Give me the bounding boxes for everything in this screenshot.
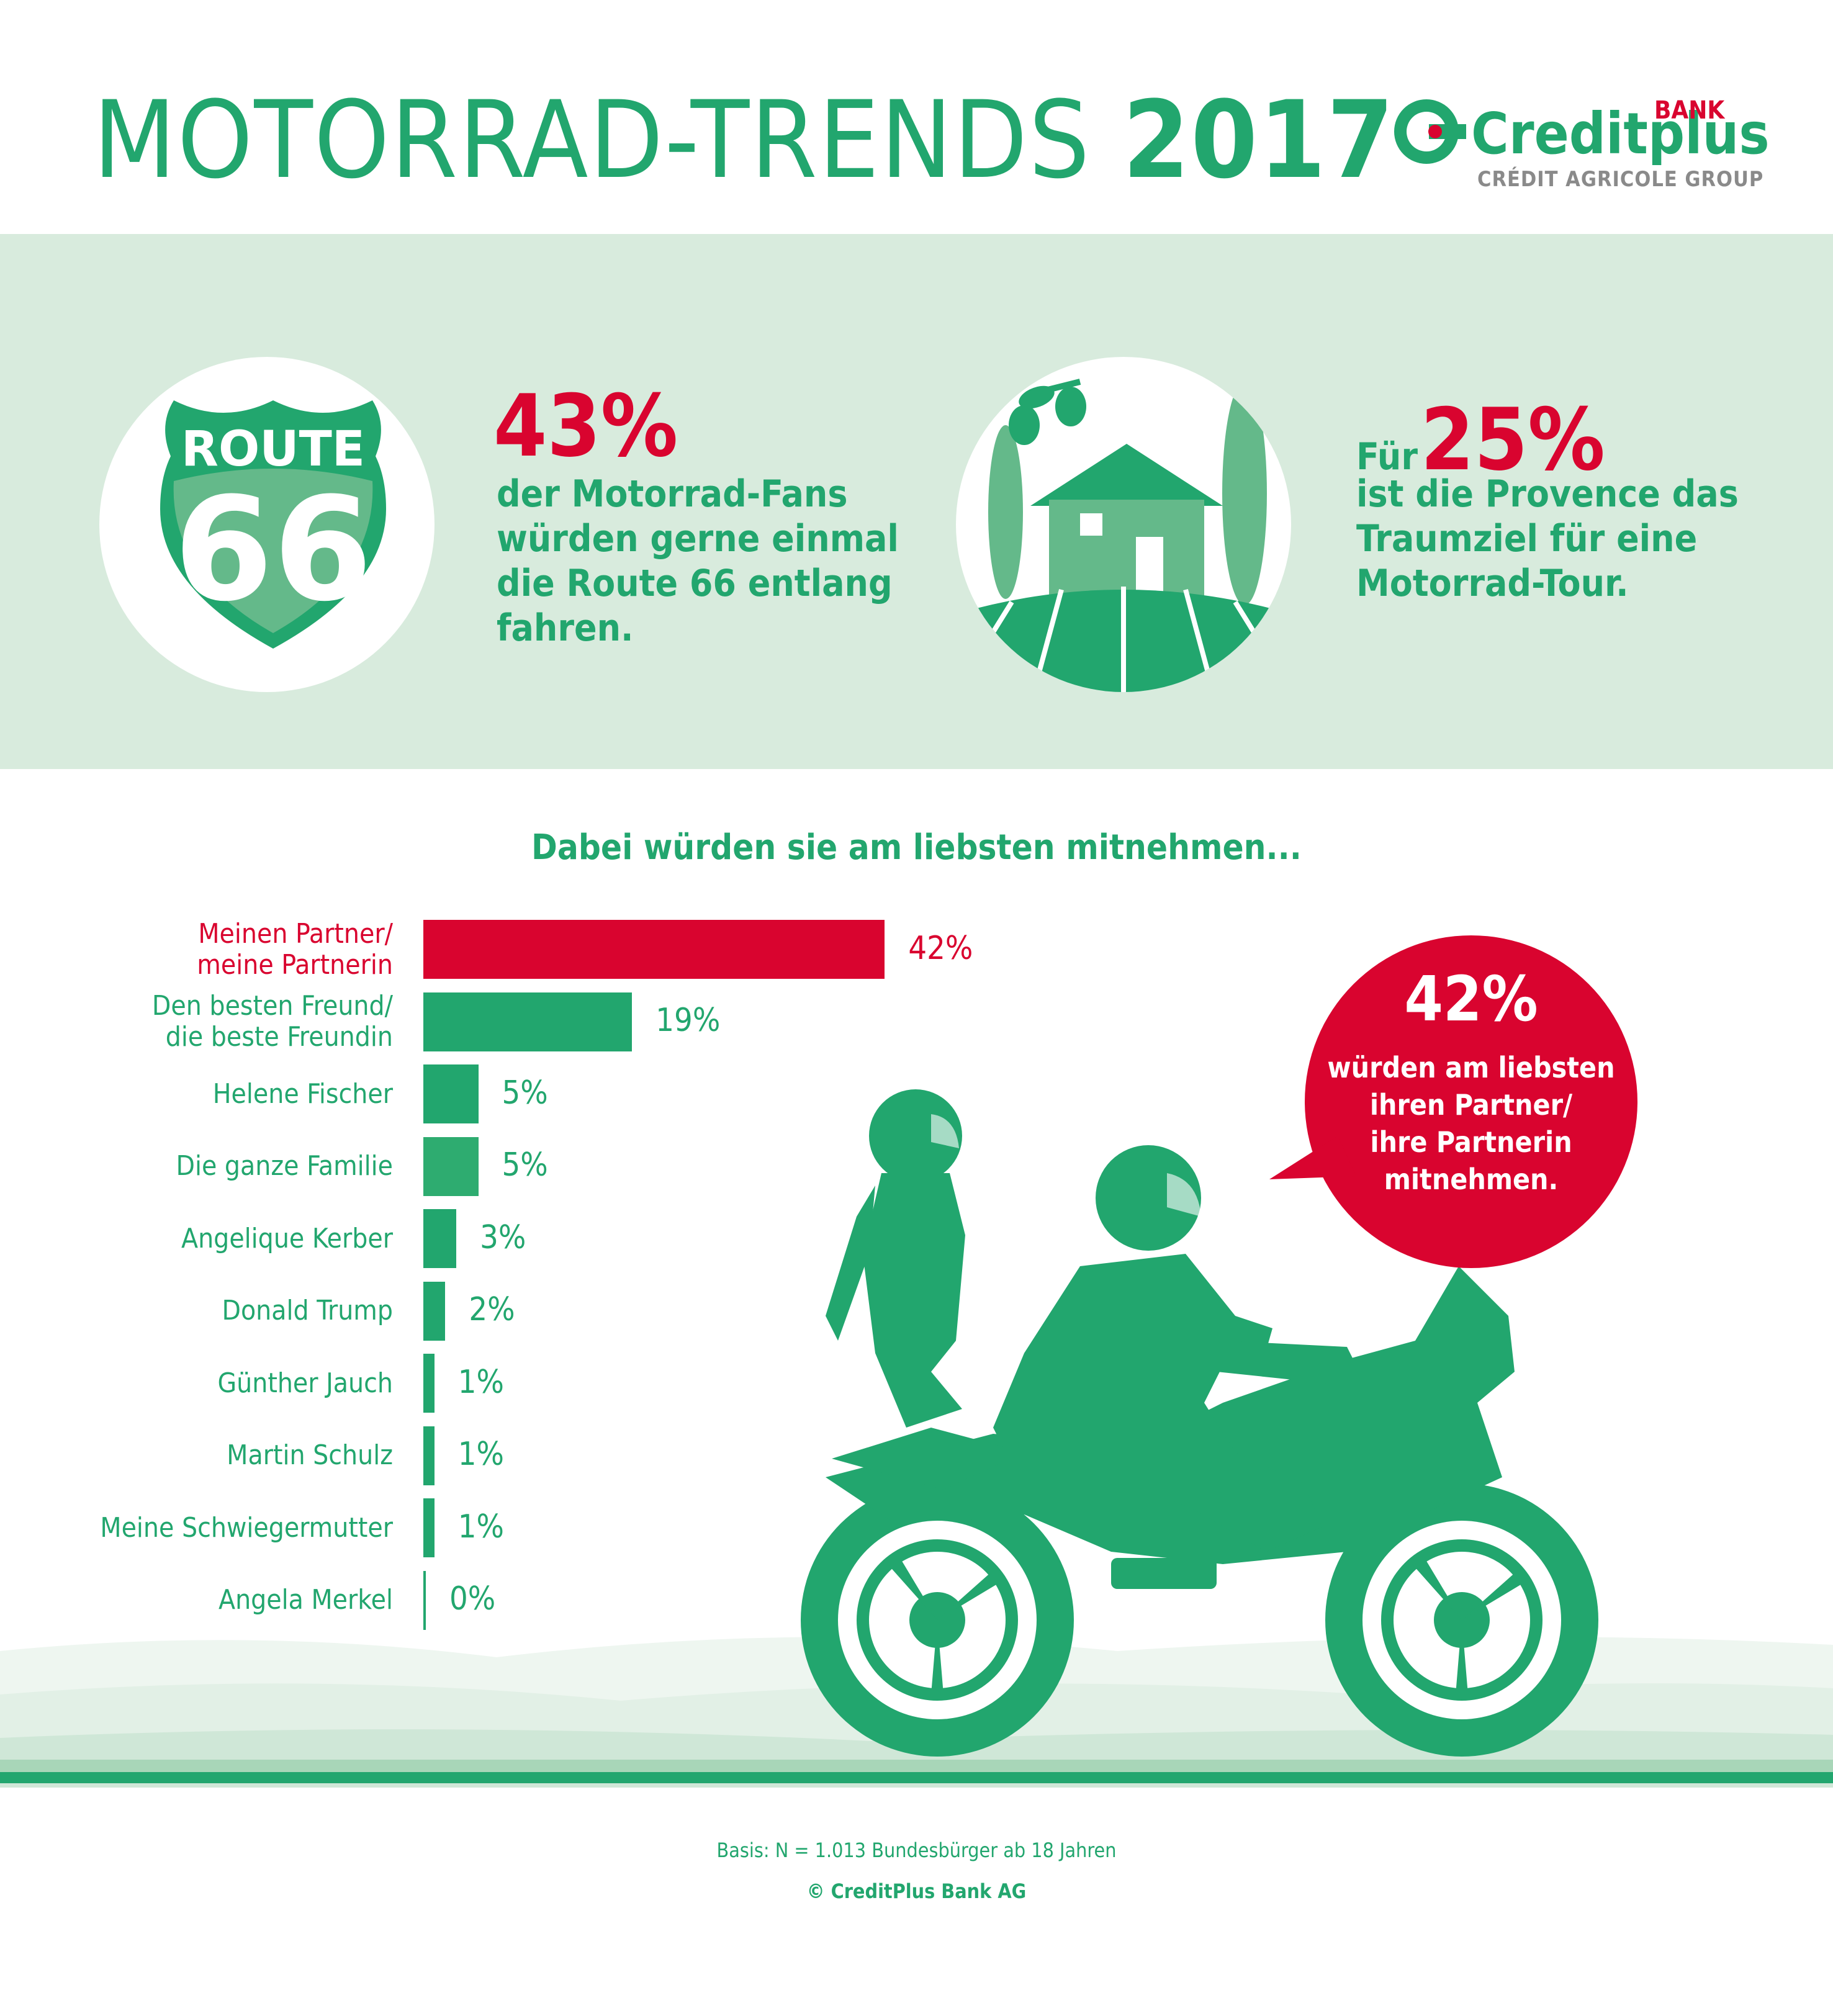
bubble-line: würden am liebsten	[1327, 1051, 1615, 1084]
category-label: Den besten Freund/die beste Freundin	[152, 991, 393, 1053]
bar	[423, 1498, 435, 1557]
logo-bank: BANK	[1654, 96, 1725, 125]
stat2-line: Traumziel für eine	[1356, 517, 1698, 560]
category-label: Die ganze Familie	[176, 1151, 393, 1182]
page-title: MOTORRAD-TRENDS 2017	[93, 87, 1395, 194]
stat1-text: der Motorrad-Fans würden gerne einmal di…	[497, 472, 899, 650]
shield-number: 66	[174, 467, 372, 633]
bar	[423, 1209, 457, 1268]
title-main: MOTORRAD-TRENDS	[93, 78, 1091, 202]
category-label-line: meine Partnerin	[197, 948, 393, 981]
value-label: 5%	[502, 1146, 548, 1184]
value-label: 0%	[449, 1580, 496, 1618]
category-label: Angela Merkel	[218, 1585, 393, 1616]
footnote-basis: Basis: N = 1.013 Bundesbürger ab 18 Jahr…	[716, 1838, 1117, 1862]
bubble-line: ihre Partnerin	[1370, 1125, 1572, 1159]
creditplus-logo-icon	[1394, 99, 1466, 164]
route-66-shield-icon: ROUTE 66	[160, 400, 386, 649]
logo-name: Creditplus	[1471, 101, 1770, 167]
stat1-line: die Route 66 entlang	[497, 562, 893, 605]
stat1-line: fahren.	[497, 606, 634, 650]
bubble-line: mitnehmen.	[1384, 1163, 1559, 1196]
bar	[423, 1281, 446, 1341]
bubble-text: 42% würden am liebsten ihren Partner/ ih…	[1307, 968, 1636, 1198]
value-label: 1%	[457, 1508, 504, 1546]
bar	[423, 1064, 479, 1123]
category-label: Meinen Partner/meine Partnerin	[197, 917, 393, 981]
category-label: Angelique Kerber	[181, 1223, 393, 1254]
category-label: Donald Trump	[222, 1295, 393, 1326]
bar	[423, 1426, 435, 1485]
category-label-line: Meinen Partner/	[198, 917, 393, 950]
bubble-line: ihren Partner/	[1369, 1088, 1573, 1122]
provence-house-icon	[956, 357, 1291, 692]
value-label: 1%	[457, 1363, 504, 1401]
category-label-line: Angela Merkel	[218, 1584, 393, 1616]
category-label: Helene Fischer	[212, 1078, 393, 1110]
stat2-value: 25%	[1420, 390, 1605, 490]
stat2-line: Motorrad-Tour.	[1356, 562, 1629, 605]
stat2-prefix: Für	[1356, 435, 1418, 479]
value-label: 3%	[480, 1218, 526, 1256]
category-label-line: die beste Freundin	[165, 1021, 393, 1053]
stat2-line: ist die Provence das	[1356, 472, 1739, 516]
bar	[423, 1570, 426, 1630]
stat2-text: ist die Provence das Traumziel für eine …	[1356, 472, 1739, 606]
category-label-line: Günther Jauch	[217, 1367, 393, 1399]
motorcycle-riders-icon	[801, 1089, 1598, 1757]
category-label-line: Meine Schwiegermutter	[100, 1511, 393, 1544]
bubble-value: 42%	[1404, 963, 1538, 1035]
speech-bubble	[1269, 935, 1637, 1268]
copyright: © CreditPlus Bank AG	[806, 1879, 1027, 1903]
category-label-line: Martin Schulz	[227, 1439, 393, 1471]
category-label: Martin Schulz	[227, 1440, 393, 1471]
category-label-line: Helene Fischer	[212, 1078, 393, 1110]
logo-group: CRÉDIT AGRICOLE GROUP	[1477, 167, 1764, 192]
bar	[423, 992, 633, 1051]
category-label: Meine Schwiegermutter	[100, 1511, 393, 1544]
value-label: 1%	[457, 1436, 504, 1473]
value-label: 2%	[469, 1291, 515, 1328]
category-label-line: Den besten Freund/	[151, 990, 393, 1022]
value-label: 5%	[502, 1074, 548, 1112]
category-label: Günther Jauch	[217, 1367, 393, 1399]
value-label: 42%	[908, 929, 973, 967]
title-year: 2017	[1122, 78, 1395, 202]
shield-top: ROUTE	[181, 421, 365, 477]
value-label: 19%	[655, 1002, 721, 1039]
stat1-line: der Motorrad-Fans	[497, 472, 848, 516]
bar	[423, 1354, 435, 1413]
chart-title: Dabei würden sie am liebsten mitnehmen..…	[531, 827, 1302, 868]
category-label-line: Die ganze Familie	[176, 1150, 393, 1182]
stat1-value: 43%	[493, 376, 678, 476]
bar	[423, 920, 885, 979]
category-label-line: Angelique Kerber	[181, 1222, 393, 1254]
bar	[423, 1136, 479, 1196]
stat1-line: würden gerne einmal	[497, 517, 899, 560]
stat2-value-line: Für 25%	[1356, 397, 1605, 483]
category-label-line: Donald Trump	[222, 1295, 393, 1326]
